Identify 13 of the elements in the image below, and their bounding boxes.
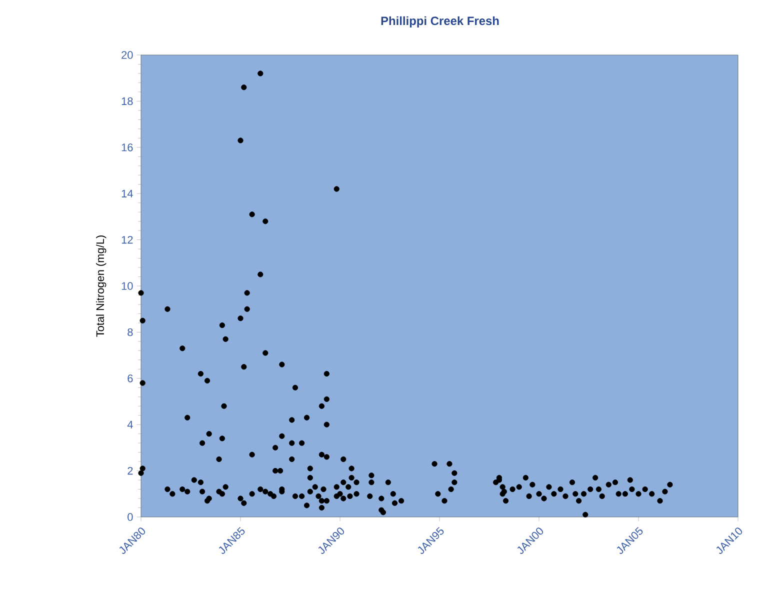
y-tick-label: 6 — [128, 374, 133, 382]
y-axis-title: Total Nitrogen (mg/L) — [96, 236, 106, 337]
y-tick-label: 8 — [128, 328, 133, 336]
chart-title: Phillippi Creek Fresh — [381, 16, 499, 28]
y-tick-label: 4 — [127, 420, 133, 428]
y-tick-label: 12 — [122, 236, 133, 244]
y-tick-label: 0 — [128, 513, 133, 521]
y-tick-label: 2 — [128, 466, 133, 475]
y-tick-label: 16 — [122, 144, 133, 152]
y-tick-label: 14 — [122, 190, 133, 198]
y-tick-label: 18 — [122, 97, 133, 106]
y-tick-label: 10 — [122, 282, 133, 290]
y-tick-label: 20 — [122, 51, 133, 59]
